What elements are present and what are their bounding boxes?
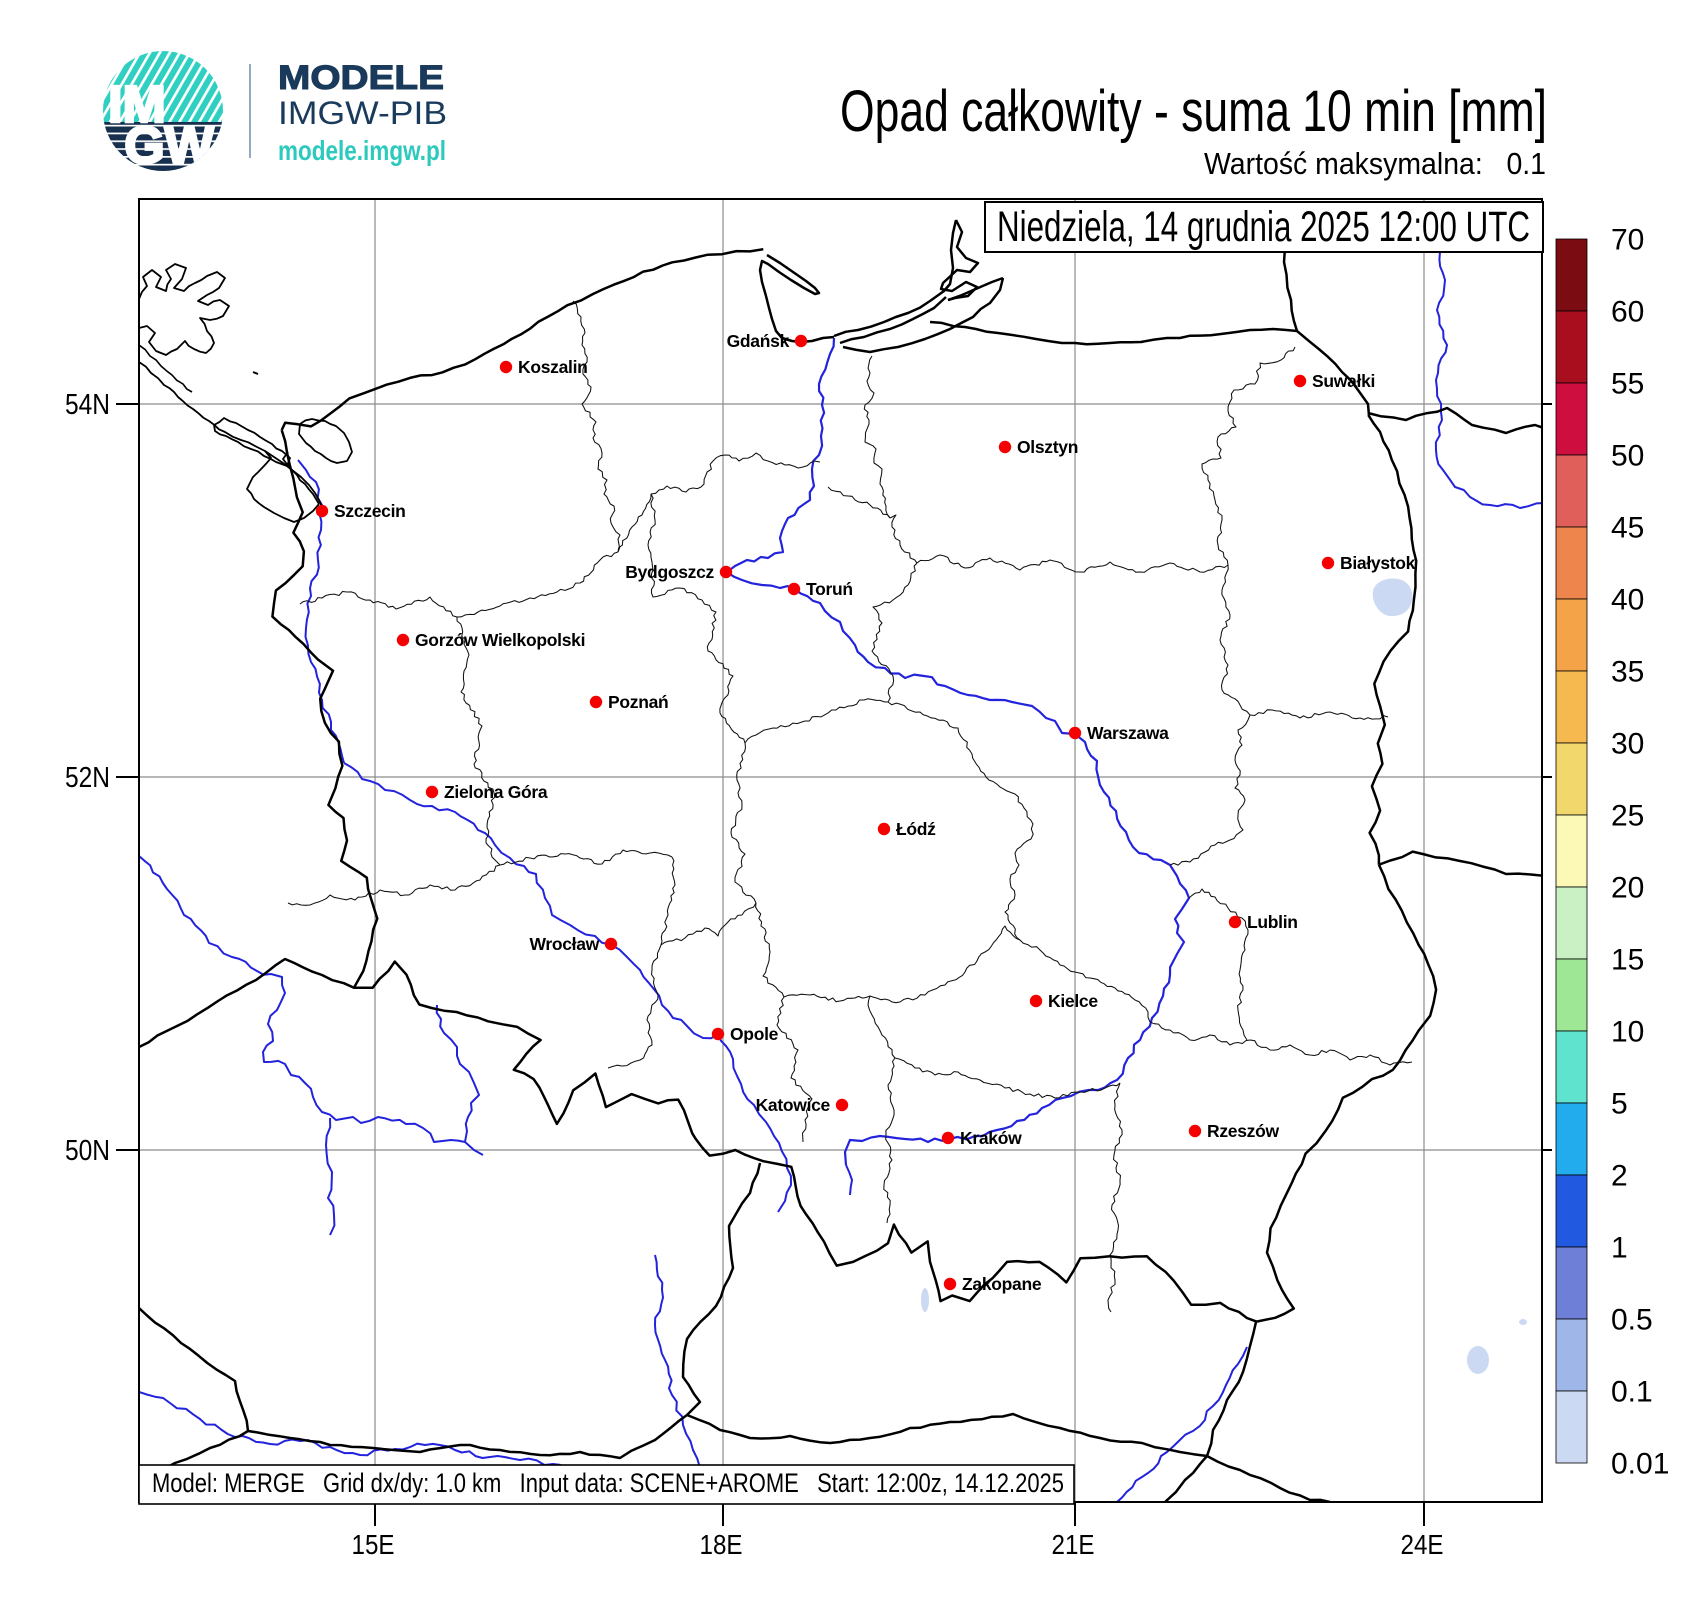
svg-text:Opad całkowity - suma 10 min [: Opad całkowity - suma 10 min [mm]	[840, 79, 1547, 144]
svg-text:Szczecin: Szczecin	[334, 501, 406, 521]
svg-text:54N: 54N	[65, 389, 110, 421]
svg-text:55: 55	[1611, 368, 1644, 401]
svg-text:60: 60	[1611, 296, 1644, 329]
svg-text:IMGW-PIB: IMGW-PIB	[278, 95, 447, 131]
svg-text:24E: 24E	[1401, 1529, 1444, 1560]
svg-text:0.01: 0.01	[1611, 1448, 1669, 1481]
svg-text:Poznań: Poznań	[608, 692, 668, 712]
svg-text:10: 10	[1611, 1016, 1644, 1049]
svg-text:Opole: Opole	[730, 1024, 779, 1044]
svg-text:15: 15	[1611, 944, 1644, 977]
svg-text:45: 45	[1611, 512, 1644, 545]
svg-text:IM: IM	[108, 76, 166, 134]
svg-text:Kielce: Kielce	[1048, 991, 1098, 1011]
svg-text:30: 30	[1611, 728, 1644, 761]
svg-text:21E: 21E	[1052, 1529, 1095, 1560]
svg-text:70: 70	[1611, 224, 1644, 257]
svg-text:1: 1	[1611, 1232, 1628, 1265]
svg-text:Wartość maksymalna: 0.1: Wartość maksymalna: 0.1	[1204, 146, 1546, 181]
svg-text:Łódź: Łódź	[896, 819, 936, 839]
svg-text:2: 2	[1611, 1160, 1628, 1193]
svg-text:Zakopane: Zakopane	[962, 1274, 1042, 1294]
svg-text:Kraków: Kraków	[960, 1128, 1022, 1148]
svg-text:Warszawa: Warszawa	[1087, 723, 1169, 743]
svg-text:Wrocław: Wrocław	[529, 934, 599, 954]
svg-text:50N: 50N	[65, 1135, 110, 1167]
svg-text:Lublin: Lublin	[1247, 912, 1298, 932]
svg-text:5: 5	[1611, 1088, 1628, 1121]
svg-text:Bydgoszcz: Bydgoszcz	[625, 562, 714, 582]
svg-text:25: 25	[1611, 800, 1644, 833]
svg-text:Toruń: Toruń	[806, 579, 853, 599]
svg-text:20: 20	[1611, 872, 1644, 905]
svg-text:52N: 52N	[65, 762, 110, 794]
svg-text:Niedziela, 14 grudnia 2025 12:: Niedziela, 14 grudnia 2025 12:00 UTC	[997, 203, 1530, 251]
svg-text:Olsztyn: Olsztyn	[1017, 437, 1078, 457]
svg-text:40: 40	[1611, 584, 1644, 617]
svg-text:Katowice: Katowice	[756, 1095, 831, 1115]
svg-text:Gdańsk: Gdańsk	[727, 331, 790, 351]
svg-text:Model: MERGE Grid dx/dy: 1.0: Model: MERGE Grid dx/dy: 1.0 km Input da…	[152, 1468, 1064, 1498]
svg-text:Suwałki: Suwałki	[1312, 371, 1375, 391]
svg-text:0.5: 0.5	[1611, 1304, 1653, 1337]
svg-text:Koszalin: Koszalin	[518, 357, 588, 377]
svg-text:Gorzów Wielkopolski: Gorzów Wielkopolski	[415, 630, 585, 650]
svg-text:35: 35	[1611, 656, 1644, 689]
svg-text:Białystok: Białystok	[1340, 553, 1416, 573]
svg-text:15E: 15E	[352, 1529, 395, 1560]
svg-text:MODELE: MODELE	[278, 59, 444, 97]
svg-text:18E: 18E	[700, 1529, 743, 1560]
svg-text:Rzeszów: Rzeszów	[1207, 1121, 1279, 1141]
svg-text:0.1: 0.1	[1611, 1376, 1653, 1409]
svg-text:50: 50	[1611, 440, 1644, 473]
svg-text:modele.imgw.pl: modele.imgw.pl	[278, 135, 446, 166]
svg-text:Zielona Góra: Zielona Góra	[444, 782, 548, 802]
